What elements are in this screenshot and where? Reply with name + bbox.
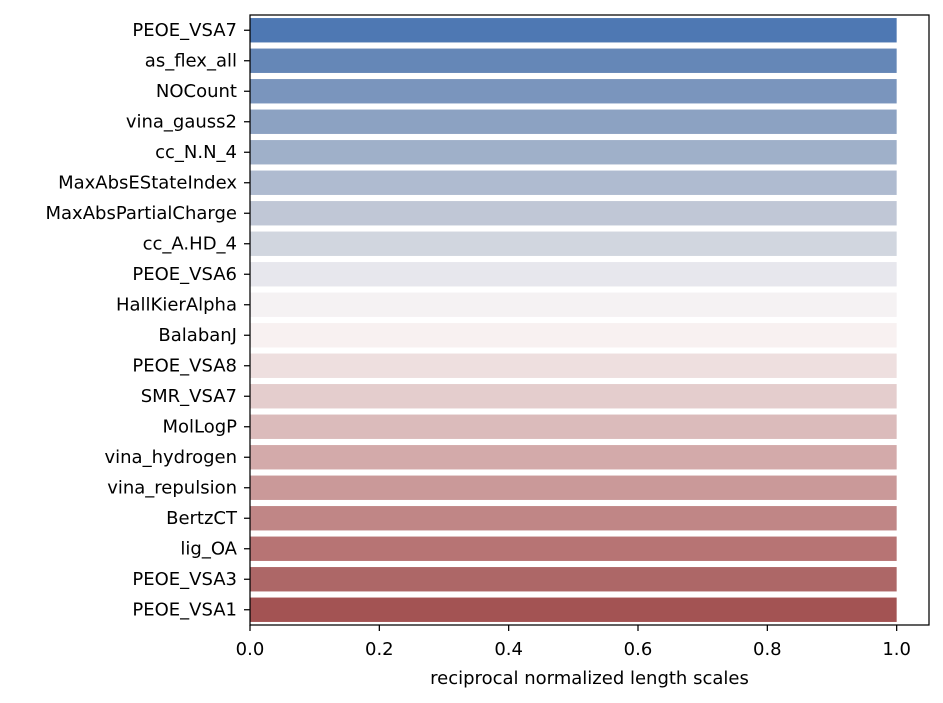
y-tick-label: PEOE_VSA8 (132, 355, 237, 376)
bar-MaxAbsEStateIndex (250, 170, 897, 195)
y-tick-label: HallKierAlpha (116, 294, 237, 315)
y-tick-label: PEOE_VSA7 (132, 20, 237, 41)
bar-cc_N.N_4 (250, 140, 897, 165)
bar-PEOE_VSA6 (250, 262, 897, 287)
x-axis-label: reciprocal normalized length scales (430, 668, 749, 689)
bar-vina_gauss2 (250, 109, 897, 134)
x-tick-label: 0.2 (365, 639, 394, 660)
y-tick-label: PEOE_VSA6 (132, 264, 237, 285)
bar-cc_A.HD_4 (250, 231, 897, 256)
bar-NOCount (250, 79, 897, 104)
bars-group (250, 18, 897, 622)
y-tick-label: MolLogP (162, 416, 237, 437)
bar-lig_OA (250, 536, 897, 561)
y-tick-label: MaxAbsPartialCharge (46, 203, 238, 224)
bar-BertzCT (250, 506, 897, 531)
y-tick-label: PEOE_VSA1 (132, 599, 237, 620)
y-tick-labels: PEOE_VSA7 as_flex_all NOCount vina_gauss2cc… (46, 20, 250, 620)
bar-PEOE_VSA3 (250, 567, 897, 592)
x-tick-label: 0.0 (236, 639, 265, 660)
bar-SMR_VSA7 (250, 384, 897, 409)
y-tick-label: BalabanJ (158, 325, 237, 346)
bar-as_flex_all (250, 48, 897, 73)
bar-PEOE_VSA8 (250, 353, 897, 378)
x-tick-label: 0.6 (624, 639, 653, 660)
bar-vina_hydrogen (250, 445, 897, 470)
y-tick-label: BertzCT (166, 508, 238, 529)
bar-HallKierAlpha (250, 292, 897, 317)
y-tick-label: NOCount (156, 81, 237, 102)
bar-MaxAbsPartialCharge (250, 201, 897, 226)
y-tick-label: vina_repulsion (107, 477, 237, 498)
y-tick-label: as_flex_all (145, 50, 237, 71)
x-tick-label: 0.8 (753, 639, 782, 660)
bar-PEOE_VSA7 (250, 18, 897, 43)
x-tick-label: 1.0 (882, 639, 911, 660)
bar-BalabanJ (250, 323, 897, 348)
y-tick-label: vina_hydrogen (104, 447, 237, 468)
y-tick-label: PEOE_VSA3 (132, 569, 237, 590)
y-tick-label: cc_N.N_4 (155, 142, 237, 163)
bar-vina_repulsion (250, 475, 897, 500)
bar-MolLogP (250, 414, 897, 439)
x-ticks: 0.0 0.2 0.4 0.6 0.8 1.0 (236, 625, 911, 660)
y-tick-label: SMR_VSA7 (141, 386, 237, 407)
y-tick-label: vina_gauss2 (126, 111, 237, 132)
y-tick-label: lig_OA (180, 538, 237, 559)
plot-frame (249, 14, 930, 626)
y-tick-label: cc_A.HD_4 (143, 233, 237, 254)
x-tick-label: 0.4 (494, 639, 523, 660)
bar-PEOE_VSA1 (250, 597, 897, 622)
y-tick-label: MaxAbsEStateIndex (58, 172, 237, 193)
